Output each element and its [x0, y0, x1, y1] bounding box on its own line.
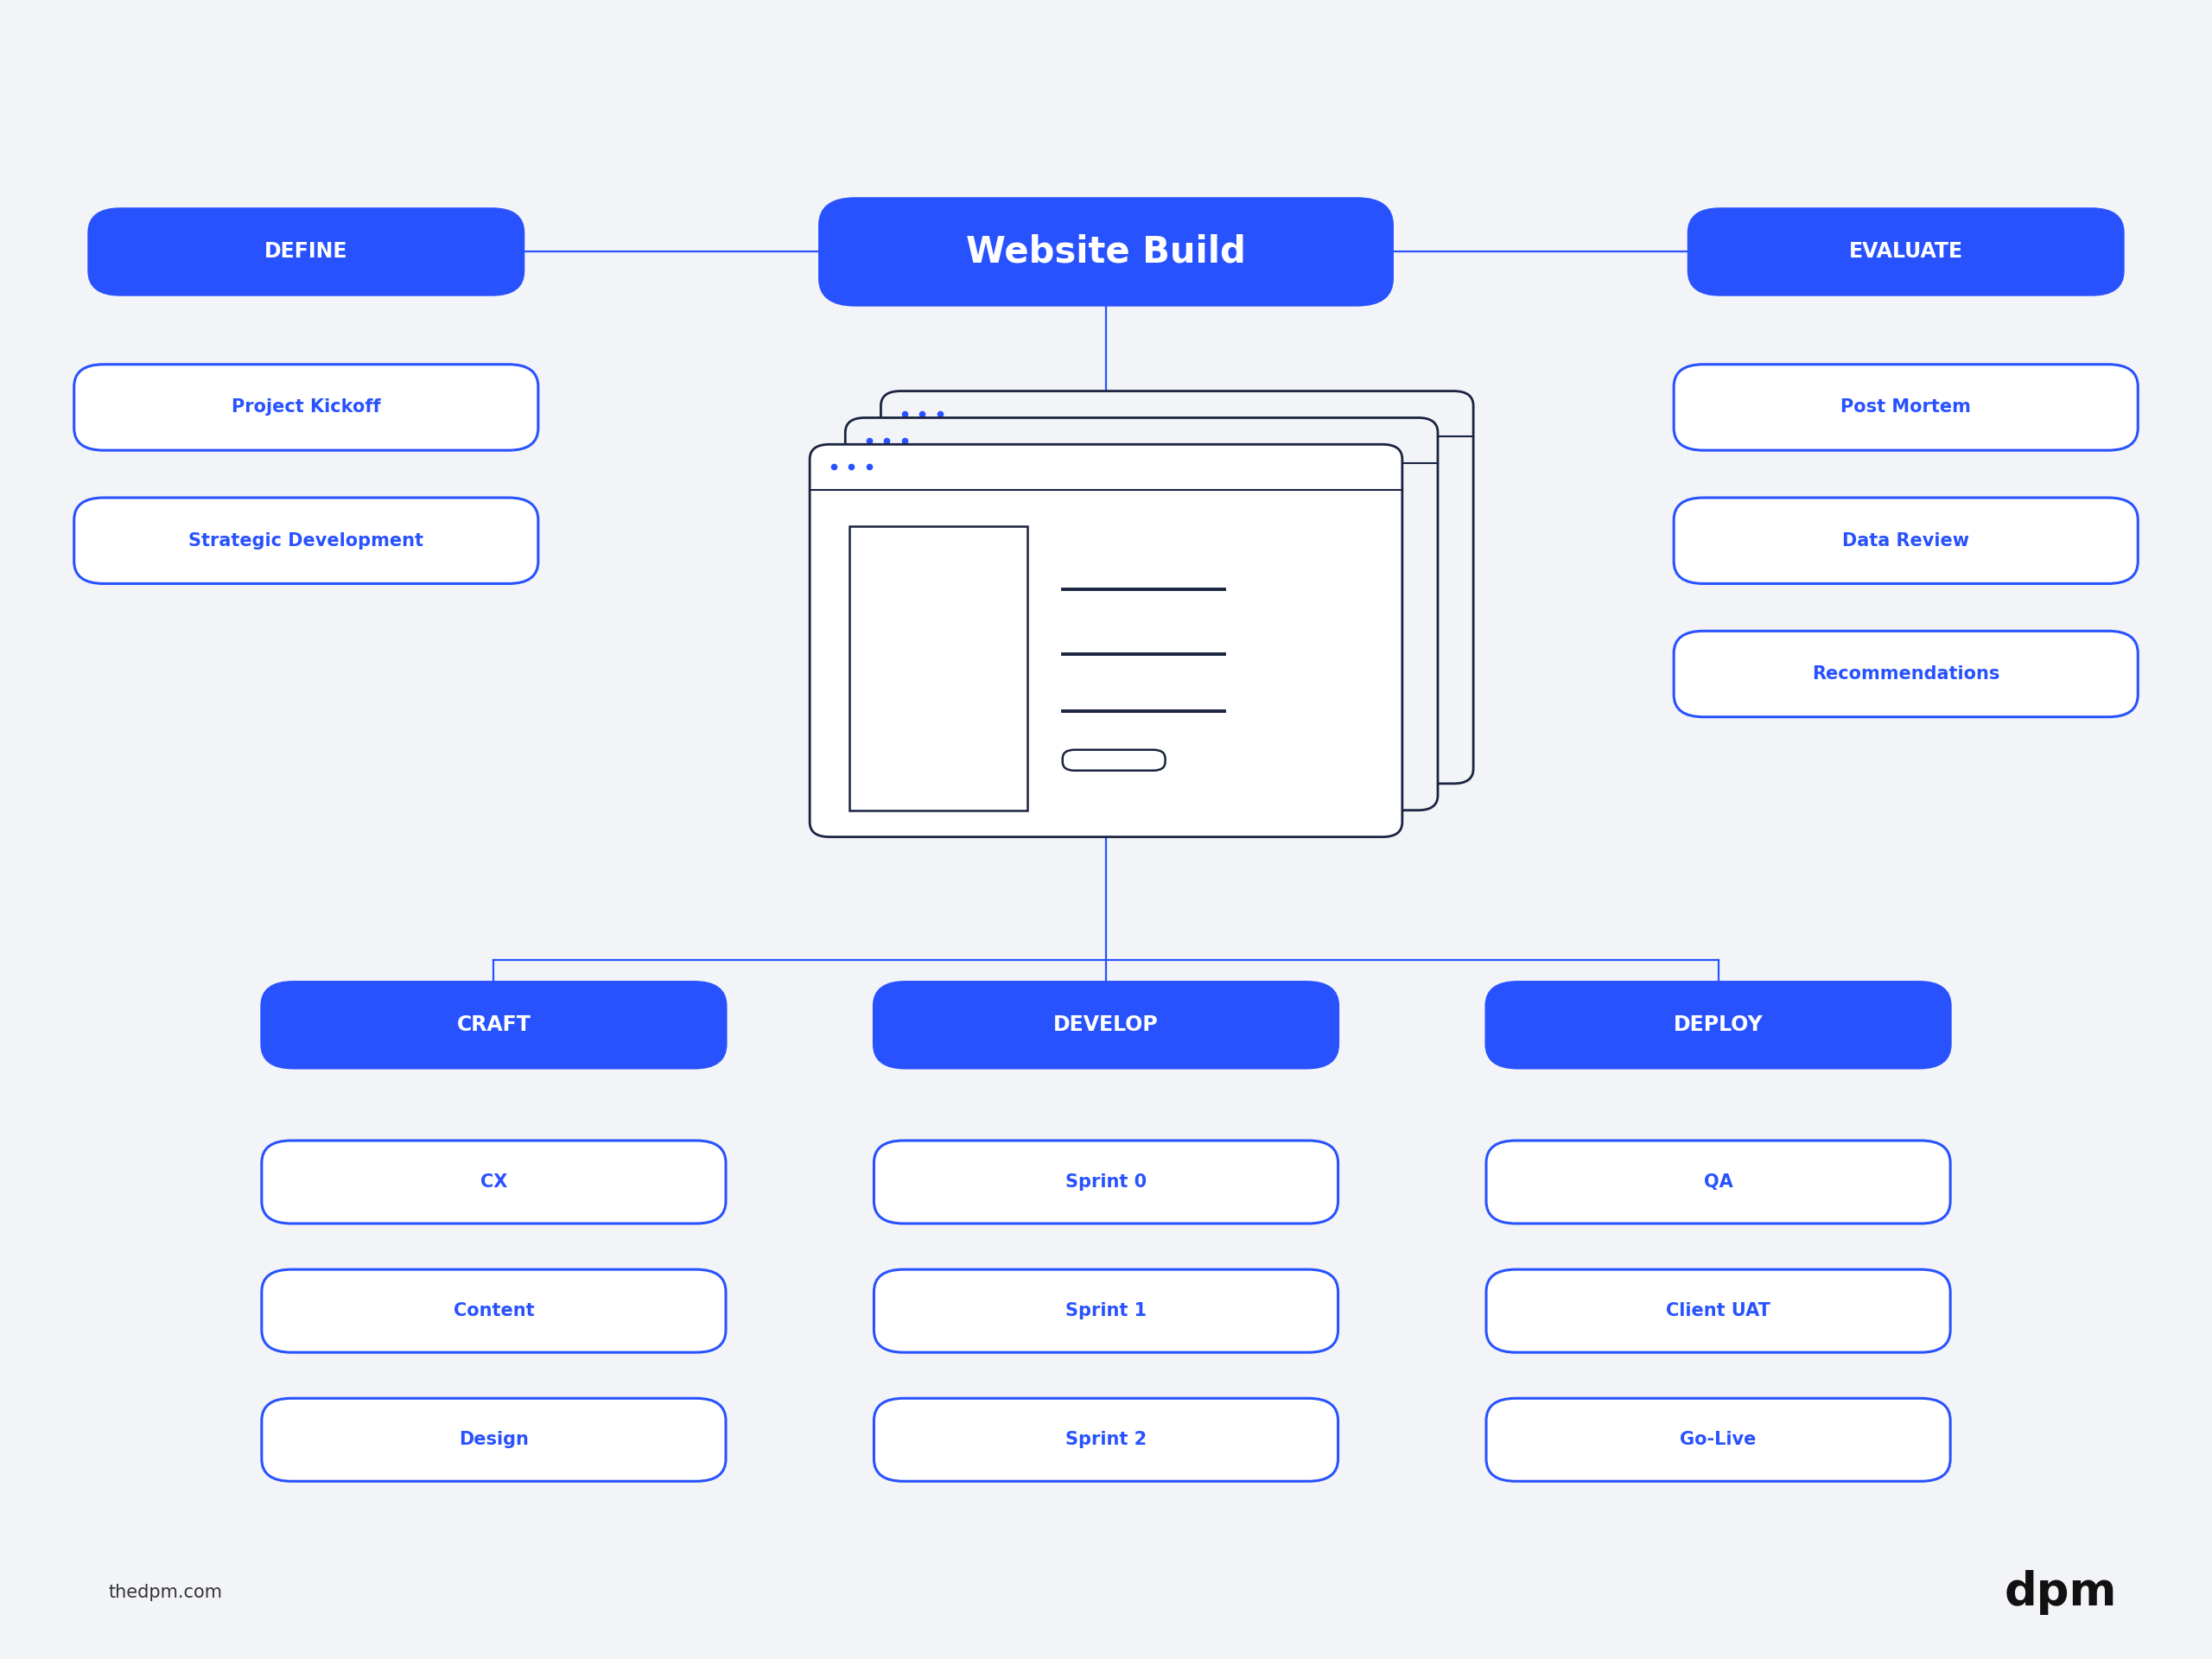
- Text: DEPLOY: DEPLOY: [1674, 1015, 1763, 1035]
- Text: CX: CX: [480, 1173, 507, 1191]
- FancyBboxPatch shape: [874, 982, 1338, 1068]
- Text: Recommendations: Recommendations: [1812, 665, 2000, 682]
- FancyBboxPatch shape: [1486, 1269, 1951, 1352]
- FancyBboxPatch shape: [874, 1269, 1338, 1352]
- Text: Content: Content: [453, 1302, 535, 1319]
- FancyBboxPatch shape: [88, 209, 524, 295]
- Text: CRAFT: CRAFT: [456, 1015, 531, 1035]
- Text: Website Build: Website Build: [967, 234, 1245, 270]
- FancyBboxPatch shape: [810, 445, 1402, 836]
- FancyBboxPatch shape: [261, 982, 726, 1068]
- Text: Design: Design: [458, 1432, 529, 1448]
- FancyBboxPatch shape: [261, 1269, 726, 1352]
- Text: Project Kickoff: Project Kickoff: [232, 398, 380, 416]
- FancyBboxPatch shape: [874, 1141, 1338, 1223]
- Text: Client UAT: Client UAT: [1666, 1302, 1770, 1319]
- FancyBboxPatch shape: [73, 365, 538, 450]
- FancyBboxPatch shape: [849, 526, 1026, 810]
- Text: Sprint 2: Sprint 2: [1066, 1432, 1146, 1448]
- FancyBboxPatch shape: [73, 498, 538, 584]
- Text: DEVELOP: DEVELOP: [1053, 1015, 1159, 1035]
- FancyBboxPatch shape: [1674, 365, 2139, 450]
- Text: EVALUATE: EVALUATE: [1849, 242, 1962, 262]
- Text: dpm: dpm: [2004, 1569, 2117, 1614]
- FancyBboxPatch shape: [880, 392, 1473, 783]
- Text: Sprint 1: Sprint 1: [1066, 1302, 1146, 1319]
- FancyBboxPatch shape: [261, 1141, 726, 1223]
- Text: Data Review: Data Review: [1843, 533, 1969, 549]
- FancyBboxPatch shape: [1486, 1141, 1951, 1223]
- FancyBboxPatch shape: [1688, 209, 2124, 295]
- Text: Strategic Development: Strategic Development: [188, 533, 425, 549]
- FancyBboxPatch shape: [1674, 498, 2139, 584]
- Text: thedpm.com: thedpm.com: [108, 1584, 223, 1601]
- Text: Sprint 0: Sprint 0: [1066, 1173, 1146, 1191]
- FancyBboxPatch shape: [1486, 982, 1951, 1068]
- FancyBboxPatch shape: [261, 1399, 726, 1481]
- FancyBboxPatch shape: [1674, 630, 2139, 717]
- Text: Go-Live: Go-Live: [1681, 1432, 1756, 1448]
- Text: QA: QA: [1703, 1173, 1732, 1191]
- Text: Post Mortem: Post Mortem: [1840, 398, 1971, 416]
- Text: DEFINE: DEFINE: [265, 242, 347, 262]
- FancyBboxPatch shape: [821, 199, 1391, 305]
- FancyBboxPatch shape: [1486, 1399, 1951, 1481]
- FancyBboxPatch shape: [874, 1399, 1338, 1481]
- FancyBboxPatch shape: [1062, 750, 1166, 770]
- FancyBboxPatch shape: [845, 418, 1438, 810]
